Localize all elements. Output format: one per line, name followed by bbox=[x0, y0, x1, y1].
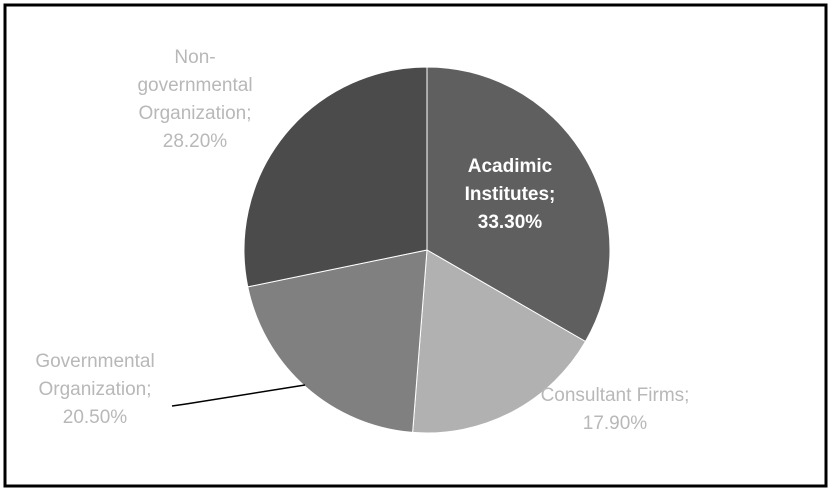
pie-slice bbox=[247, 249, 428, 433]
data-label: Acadimic Institutes; 33.30% bbox=[465, 156, 556, 233]
data-label: Non-governmental Organization; 28.20% bbox=[137, 47, 252, 152]
data-label: Governmental Organization; 20.50% bbox=[35, 351, 154, 428]
data-label: Consultant Firms; 17.90% bbox=[541, 385, 690, 434]
pie-slice bbox=[426, 66, 611, 343]
leader-line bbox=[171, 384, 306, 407]
pie-slice bbox=[412, 249, 587, 434]
pie-slice bbox=[243, 66, 428, 288]
